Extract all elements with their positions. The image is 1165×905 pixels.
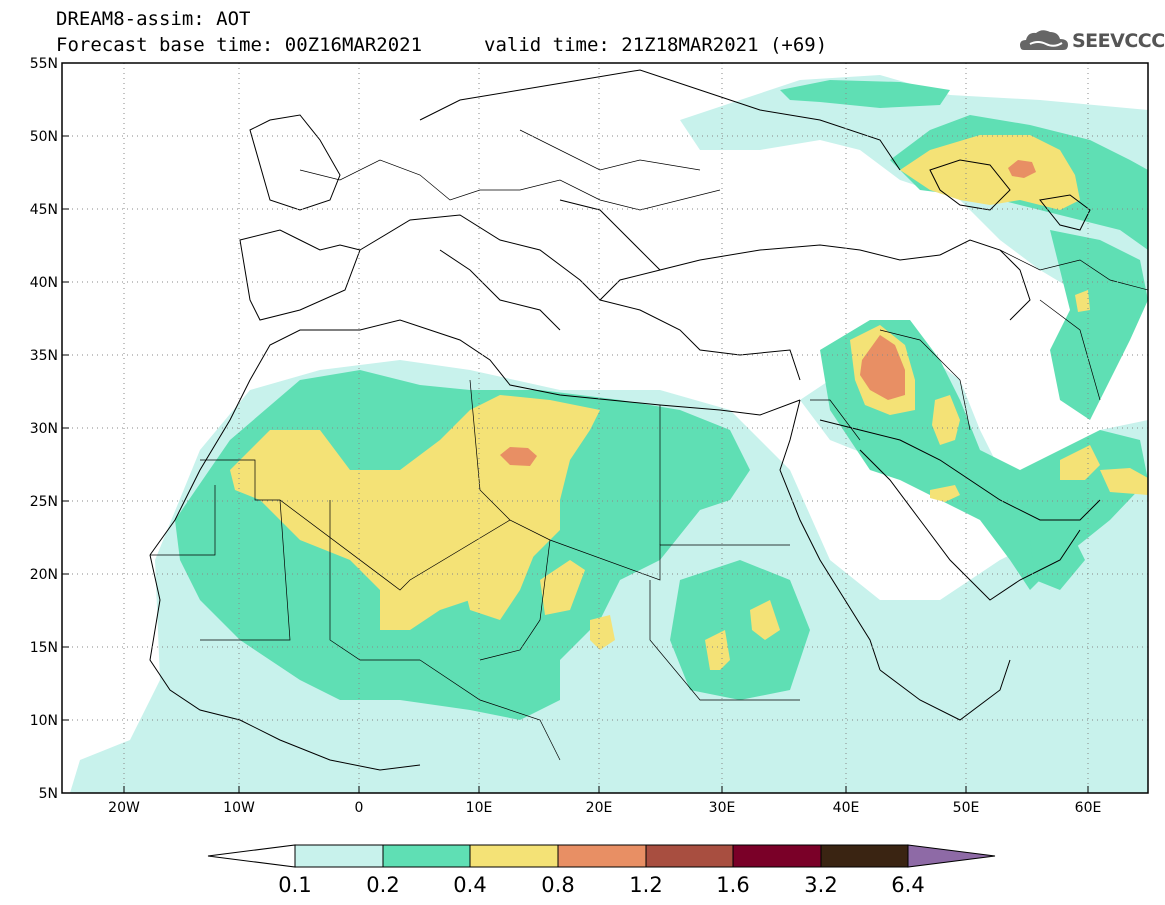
lon-label: 10W <box>223 800 255 816</box>
colorbar-label: 0.1 <box>278 873 311 897</box>
lat-label: 50N <box>30 129 58 145</box>
lat-label: 35N <box>30 348 58 364</box>
colorbar-label: 0.2 <box>366 873 399 897</box>
lon-label: 10E <box>466 800 493 816</box>
axis-ticks <box>62 135 1089 793</box>
lon-label: 20E <box>586 800 613 816</box>
longitude-labels: 20W 10W 0 10E 20E 30E 40E 50E 60E <box>108 800 1101 816</box>
lat-label: 15N <box>30 640 58 656</box>
cloud-logo-icon <box>1020 30 1068 50</box>
lon-label: 20W <box>108 800 140 816</box>
map-title: DREAM8-assim: AOT <box>56 8 251 30</box>
colorbar-high-arrow <box>907 844 996 868</box>
aot-level-0.8 <box>500 160 1036 466</box>
lat-label: 45N <box>30 202 58 218</box>
colorbar-label: 1.6 <box>716 873 749 897</box>
colorbar-swatch <box>557 844 647 868</box>
country-borders <box>150 129 1148 761</box>
lat-label: 30N <box>30 421 58 437</box>
lon-label: 30E <box>709 800 736 816</box>
colorbar-label: 3.2 <box>804 873 837 897</box>
latitude-labels: 55N 50N 45N 40N 35N 30N 25N 20N 15N 10N … <box>30 56 58 802</box>
lon-label: 60E <box>1075 800 1102 816</box>
lon-label: 40E <box>833 800 860 816</box>
logo-text: SEEVCCC <box>1072 30 1165 52</box>
lat-label: 10N <box>30 713 58 729</box>
colorbar-swatch <box>382 844 471 868</box>
aot-fields <box>70 75 1148 793</box>
valid-time: valid time: 21Z18MAR2021 (+69) <box>484 34 828 56</box>
lon-label: 50E <box>953 800 980 816</box>
colorbar-swatch <box>732 844 822 868</box>
lat-label: 40N <box>30 275 58 291</box>
colorbar-label: 0.8 <box>541 873 574 897</box>
colorbar-label: 1.2 <box>629 873 662 897</box>
gridlines <box>62 63 1148 793</box>
lat-label: 25N <box>30 494 58 510</box>
colorbar-low-arrow <box>207 844 296 868</box>
colorbar-swatch <box>294 844 384 868</box>
colorbar: 0.1 0.2 0.4 0.8 1.2 1.6 3.2 6.4 <box>207 844 996 897</box>
colorbar-swatch <box>645 844 734 868</box>
colorbar-label: 0.4 <box>453 873 486 897</box>
lat-label: 5N <box>39 786 58 802</box>
lat-label: 20N <box>30 567 58 583</box>
colorbar-swatch <box>820 844 909 868</box>
lat-label: 55N <box>30 56 58 72</box>
colorbar-swatch <box>469 844 559 868</box>
lon-label: 0 <box>355 800 364 816</box>
colorbar-label: 6.4 <box>891 873 924 897</box>
coastlines <box>149 69 1101 771</box>
forecast-base-time: Forecast base time: 00Z16MAR2021 <box>56 34 423 56</box>
